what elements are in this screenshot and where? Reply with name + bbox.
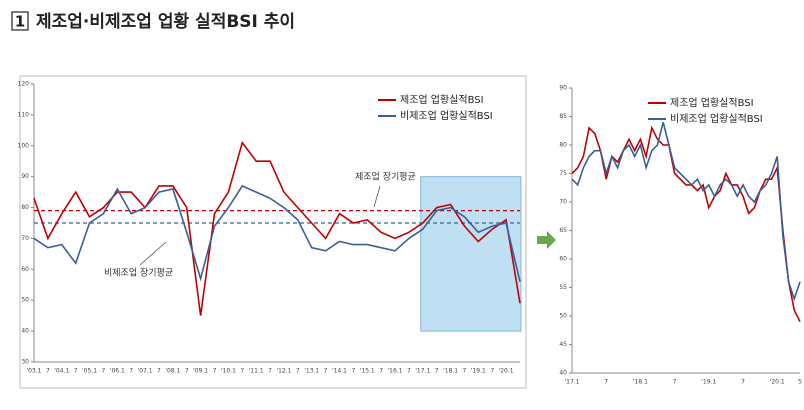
- y-tick-label: 90: [21, 173, 29, 180]
- x-tick-label: 7: [74, 368, 78, 375]
- annotation-arrow: [373, 185, 381, 208]
- legend-label: 비제조업 업황실적BSI: [670, 112, 763, 125]
- legend-label: 제조업 업황실적BSI: [400, 93, 484, 106]
- x-tick-label: 7: [463, 368, 467, 375]
- annotation: 비제조업 장기평균: [104, 268, 173, 279]
- x-tick-label: '17.1: [564, 379, 579, 386]
- x-tick-label: 7: [741, 379, 745, 386]
- y-tick-label: 75: [559, 170, 567, 177]
- left-frame: [19, 75, 527, 389]
- x-tick-label: '15.1: [360, 368, 375, 375]
- series-line: [33, 184, 521, 282]
- x-tick-label: 7: [351, 368, 355, 375]
- y-tick-label: 100: [18, 142, 30, 149]
- y-tick-label: 30: [21, 359, 29, 366]
- x-tick-label: '14.1: [332, 368, 347, 375]
- x-tick-label: 7: [129, 368, 133, 375]
- y-tick-label: 120: [18, 81, 30, 88]
- x-tick-label: 7: [240, 368, 244, 375]
- y-tick-label: 60: [559, 256, 567, 263]
- x-tick-label: 7: [435, 368, 439, 375]
- x-tick-label: 7: [490, 368, 494, 375]
- x-tick-label: '16.1: [388, 368, 403, 375]
- x-tick-label: '17.1: [415, 368, 430, 375]
- x-tick-label: '05.1: [82, 368, 97, 375]
- x-tick-label: 7: [673, 379, 677, 386]
- x-tick-label: '13.1: [304, 368, 319, 375]
- x-tick-label: 7: [157, 368, 161, 375]
- x-tick-label: '20.1: [770, 379, 785, 386]
- y-tick-label: 70: [21, 235, 29, 242]
- x-tick-label: 7: [268, 368, 272, 375]
- x-tick-label: '18.1: [443, 368, 458, 375]
- arrow: [537, 231, 556, 249]
- title: 제조업·비제조업 업황 실적BSI 추이: [36, 12, 295, 32]
- title-number: 1: [15, 13, 25, 31]
- y-tick-label: 70: [559, 199, 567, 206]
- x-tick-label: '09.1: [193, 368, 208, 375]
- y-tick-label: 65: [559, 227, 567, 234]
- y-tick-label: 80: [559, 142, 567, 149]
- y-tick-label: 45: [559, 341, 567, 348]
- y-tick-label: 110: [18, 111, 30, 118]
- x-tick-label: 7: [46, 368, 50, 375]
- y-tick-label: 40: [559, 370, 567, 377]
- y-tick-label: 55: [559, 284, 567, 291]
- x-tick-label: 7: [213, 368, 217, 375]
- legend-label: 비제조업 업황실적BSI: [400, 109, 493, 122]
- y-tick-label: 50: [21, 297, 29, 304]
- number-box: [11, 11, 29, 31]
- legend-label: 제조업 업황실적BSI: [670, 96, 754, 109]
- x-tick-label: 7: [407, 368, 411, 375]
- x-tick-label: 7: [296, 368, 300, 375]
- x-tick-label: '03.1: [26, 368, 41, 375]
- series-line: [571, 122, 801, 302]
- x-tick-label: '10.1: [221, 368, 236, 375]
- x-tick-label: '11.1: [249, 368, 264, 375]
- y-tick-label: 80: [21, 204, 29, 211]
- x-tick-label: '19.1: [701, 379, 716, 386]
- y-tick-label: 40: [21, 328, 29, 335]
- y-tick-label: 85: [559, 113, 567, 120]
- x-tick-label: 7: [185, 368, 189, 375]
- x-tick-label: '07.1: [138, 368, 153, 375]
- x-tick-label: '12.1: [276, 368, 291, 375]
- x-tick-label: '06.1: [110, 368, 125, 375]
- annotation: 제조업 장기평균: [355, 172, 416, 183]
- x-tick-label: '19.1: [471, 368, 486, 375]
- series-line: [571, 125, 801, 323]
- x-tick-label: 7: [102, 368, 106, 375]
- y-tick-label: 50: [559, 313, 567, 320]
- x-tick-label: '18.1: [633, 379, 648, 386]
- x-tick-label: '20.1: [499, 368, 514, 375]
- x-tick-label: 7: [379, 368, 383, 375]
- x-tick-label: 7: [324, 368, 328, 375]
- x-tick-label: 7: [604, 379, 608, 386]
- y-tick-label: 60: [21, 266, 29, 273]
- x-tick-label: '08.1: [165, 368, 180, 375]
- y-tick-label: 90: [559, 85, 567, 92]
- x-tick-label: '04.1: [54, 368, 69, 375]
- annotation-arrow: [139, 241, 167, 266]
- x-tick-label: 5: [798, 379, 802, 386]
- highlight: [420, 176, 522, 332]
